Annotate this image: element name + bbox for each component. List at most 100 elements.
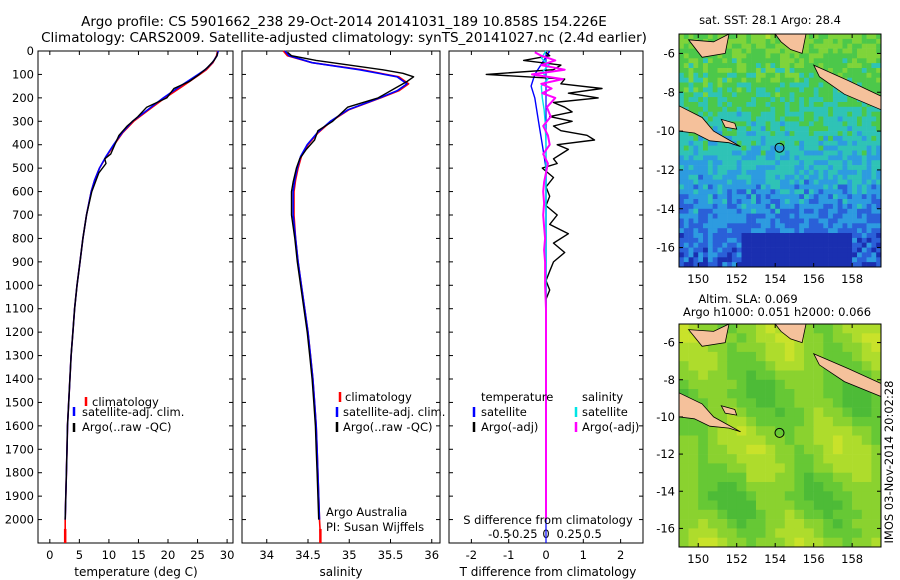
sst-grid-cell [703,68,709,74]
sst-grid-cell [765,58,771,64]
sst-grid-cell [818,179,824,185]
sla-grid-cell [765,407,776,418]
sst-grid-cell [770,77,776,83]
sst-grid-cell [828,97,834,103]
sla-grid-cell [727,500,737,511]
sst-grid-cell [866,213,872,219]
sst-grid-cell [736,140,742,146]
sla-grid-cell [804,537,814,548]
sst-grid-cell [693,218,699,224]
s-tick-label: -0.25 [508,527,538,541]
sst-grid-cell [857,34,863,40]
sst-grid-cell [813,228,819,234]
sst-grid-cell [751,189,757,195]
sla-grid-cell [698,463,709,473]
sst-grid-cell [736,121,742,127]
sla-grid-cell [775,435,786,446]
sst-grid-cell [876,82,882,88]
sst-grid-cell [683,203,689,210]
sst-grid-cell [876,131,882,137]
sla-grid-cell [823,463,834,473]
sla-grid-cell [871,509,882,520]
sla-grid-cell [871,351,882,362]
sst-grid-cell [847,179,853,185]
sst-grid-cell [760,145,766,151]
sst-grid-cell [727,169,733,176]
sst-grid-cell [731,68,737,74]
sst-grid-cell [823,242,829,248]
lon-tick-label: 152 [726,552,748,566]
sst-grid-cell [765,116,771,122]
sst-grid-cell [857,126,863,132]
x-tick-label: 34.5 [295,548,321,562]
sla-grid-cell [804,398,814,408]
sla-grid-cell [736,519,747,529]
sst-grid-cell [741,48,747,54]
sst-grid-cell [813,203,819,210]
sst-grid-cell [780,121,786,127]
sst-grid-cell [842,257,848,263]
y-tick-label: 1500 [5,395,34,409]
sla-grid-cell [688,416,699,427]
sst-grid-cell [818,242,824,248]
sst-grid-cell [837,121,843,127]
sst-grid-cell [871,121,877,127]
sla-grid-cell [813,519,824,529]
sla-grid-cell [688,472,699,483]
sst-grid-cell [756,34,762,40]
sst-grid-cell [794,106,800,112]
sla-grid-cell [842,454,853,464]
sla-grid-cell [871,435,882,446]
sst-grid-cell [804,174,810,180]
sst-grid-cell [857,223,863,229]
sst-grid-cell [808,38,814,45]
sst-grid-cell [842,199,848,205]
sst-grid-cell [784,102,790,108]
sst-grid-cell [722,228,728,234]
sst-grid-cell [876,199,882,205]
legend-label-sal-argo: Argo(-adj) [582,420,639,434]
sst-grid-cell [876,87,882,93]
sst-grid-cell [688,247,694,253]
sla-grid-cell [698,528,709,538]
sst-grid-cell [799,87,805,93]
sla-grid-cell [756,509,766,520]
sst-grid-cell [837,160,843,166]
sla-grid-cell [832,444,843,455]
sst-grid-cell [765,53,771,59]
sst-grid-cell [703,257,709,263]
sla-grid-cell [842,509,853,520]
sst-grid-cell [852,179,858,185]
sst-grid-cell [847,63,853,69]
sst-grid-cell [736,68,742,74]
sst-grid-cell [746,203,752,210]
sst-grid-cell [756,121,762,127]
sla-grid-cell [756,379,766,390]
sst-grid-cell [832,63,838,69]
sst-grid-cell [828,48,834,54]
sst-grid-cell [683,77,689,83]
sst-grid-cell [799,111,805,117]
sst-grid-cell [837,38,843,45]
sla-grid-cell [813,500,824,511]
sst-grid-cell [789,126,795,132]
sla-grid-cell [717,454,728,464]
sst-grid-cell [828,257,834,263]
lat-tick-label: -8 [664,373,675,387]
sst-grid-cell [698,252,704,258]
sst-grid-cell [712,97,718,103]
sla-grid-cell [756,389,766,399]
sst-grid-cell [703,82,709,88]
sst-grid-cell [847,223,853,229]
sst-grid-cell [808,116,814,122]
sla-grid-cell [727,351,737,362]
sst-grid-cell [688,169,694,176]
sst-grid-cell [746,150,752,156]
sst-grid-cell [746,169,752,176]
sst-grid-cell [683,53,689,59]
sst-grid-cell [770,165,776,171]
sst-grid-cell [876,165,882,171]
sst-grid-cell [765,252,771,258]
sla-grid-cell [813,537,824,548]
sst-grid-cell [727,145,733,151]
